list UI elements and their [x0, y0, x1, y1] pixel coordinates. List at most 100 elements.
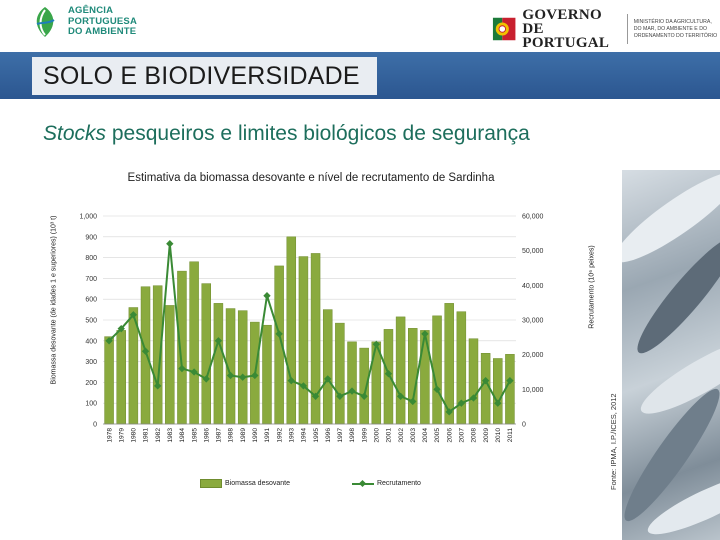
recruitment-point [263, 292, 271, 300]
recruitment-point [348, 387, 356, 395]
right-tick-label: 10,000 [522, 387, 544, 394]
recruitment-point [153, 382, 162, 390]
right-tick-label: 50,000 [522, 248, 544, 255]
year-tick-label: 1984 [179, 428, 186, 443]
recruitment-point [409, 397, 417, 406]
leaf-logo-icon [36, 7, 55, 37]
year-tick-label: 2011 [507, 428, 514, 443]
year-tick-label: 2004 [422, 428, 429, 443]
subtitle-rest: pesqueiros e limites biológicos de segur… [106, 122, 530, 145]
biomass-bar [395, 316, 406, 425]
year-tick-label: 1983 [167, 428, 174, 443]
left-tick-label: 200 [85, 380, 97, 387]
recruitment-point [457, 399, 466, 407]
left-tick-label: 600 [85, 297, 97, 304]
apa-logo: AGÊNCIA PORTUGUESA DO AMBIENTE [28, 4, 137, 40]
biomass-bar [468, 338, 479, 425]
ministry-name: Ministério da Agricultura, do Mar, do Am… [633, 18, 718, 39]
year-tick-label: 1982 [155, 428, 162, 443]
legend-biomass: Biomassa desovante [225, 480, 290, 487]
year-tick-label: 1995 [313, 428, 320, 443]
recruitment-point [506, 376, 514, 385]
recruitment-point [360, 392, 368, 400]
biomass-bar [456, 311, 467, 425]
year-tick-label: 2003 [410, 428, 417, 443]
year-tick-label: 2009 [483, 428, 490, 443]
biomass-bar [213, 303, 224, 425]
recruitment-point [239, 373, 247, 381]
recruitment-point [178, 364, 186, 373]
biomass-bar [237, 310, 248, 425]
right-axis-label: Recrutamento (10⁶ peixes) [588, 245, 596, 329]
gov-name-line-1: GOVERNO DE [522, 7, 602, 37]
recruitment-point [433, 385, 441, 394]
biomass-bar [262, 324, 272, 425]
left-tick-label: 1,000 [79, 214, 97, 221]
biomass-bar [201, 283, 211, 425]
biomass-bar [493, 358, 503, 425]
left-tick-label: 800 [85, 255, 97, 262]
year-tick-label: 1990 [252, 428, 259, 443]
recruitment-point [190, 368, 198, 376]
biomass-bar [347, 341, 357, 425]
year-tick-label: 1994 [301, 428, 308, 443]
gov-name-line-2: PORTUGAL [522, 35, 610, 51]
year-tick-label: 1997 [337, 428, 344, 443]
page-header: AGÊNCIA PORTUGUESA DO AMBIENTE GOVERNO D… [0, 0, 720, 51]
right-tick-label: 60,000 [522, 214, 544, 221]
recruitment-point [166, 240, 174, 248]
subtitle-italic: Stocks [43, 122, 107, 145]
legend-bar-swatch [200, 479, 222, 488]
recruitment-point [141, 347, 150, 355]
year-tick-label: 2005 [434, 428, 441, 443]
year-tick-label: 1998 [349, 428, 356, 443]
recruitment-point [481, 376, 490, 385]
recruitment-point [469, 394, 478, 402]
year-tick-label: 1991 [264, 428, 271, 443]
right-tick-label: 40,000 [522, 283, 544, 290]
biomass-bar [322, 309, 333, 425]
recruitment-point [311, 392, 320, 400]
recruitment-point [384, 370, 393, 378]
left-tick-label: 500 [85, 318, 97, 325]
year-tick-label: 2002 [398, 428, 405, 443]
recruitment-line [108, 243, 511, 414]
agency-name-line-3: DO AMBIENTE [68, 26, 137, 38]
biomass-bar [189, 261, 199, 425]
recruitment-point [129, 311, 138, 319]
year-tick-label: 1988 [228, 428, 235, 443]
biomass-bar [505, 354, 515, 425]
biomass-bar [408, 328, 418, 425]
year-tick-label: 1986 [203, 428, 210, 443]
right-tick-label: 0 [522, 422, 526, 429]
biomass-bar [177, 270, 187, 425]
slide-subtitle: Stocks pesqueiros e limites biológicos d… [43, 120, 530, 148]
right-tick-label: 20,000 [522, 352, 544, 359]
agency-name-line-1: AGÊNCIA [68, 5, 114, 17]
left-tick-label: 100 [85, 401, 97, 408]
year-tick-label: 2010 [495, 428, 502, 443]
year-tick-label: 1992 [276, 428, 283, 443]
logo-divider [626, 14, 628, 44]
left-axis-label: Biomassa desovante (de idades 1 e superi… [50, 215, 58, 385]
biomass-bar [286, 236, 297, 425]
year-tick-label: 2001 [386, 428, 393, 443]
agency-name-line-2: PORTUGUESA [68, 15, 138, 27]
recruitment-point [299, 382, 308, 390]
right-tick-label: 30,000 [522, 318, 544, 325]
year-tick-label: 1993 [288, 428, 295, 443]
year-tick-label: 1987 [216, 428, 223, 443]
biomass-bar [104, 336, 114, 425]
left-tick-label: 900 [85, 234, 97, 241]
left-tick-label: 300 [85, 359, 97, 366]
biomass-bar [116, 330, 126, 425]
banner-title: SOLO E BIODIVERSIDADE [43, 62, 360, 90]
legend-line-swatch [351, 479, 374, 487]
year-tick-label: 2008 [471, 428, 478, 443]
left-tick-label: 700 [85, 276, 97, 283]
biomass-bar [335, 322, 345, 425]
biomass-bar [165, 305, 175, 425]
left-tick-label: 0 [93, 422, 97, 429]
recruitment-point [324, 375, 332, 383]
